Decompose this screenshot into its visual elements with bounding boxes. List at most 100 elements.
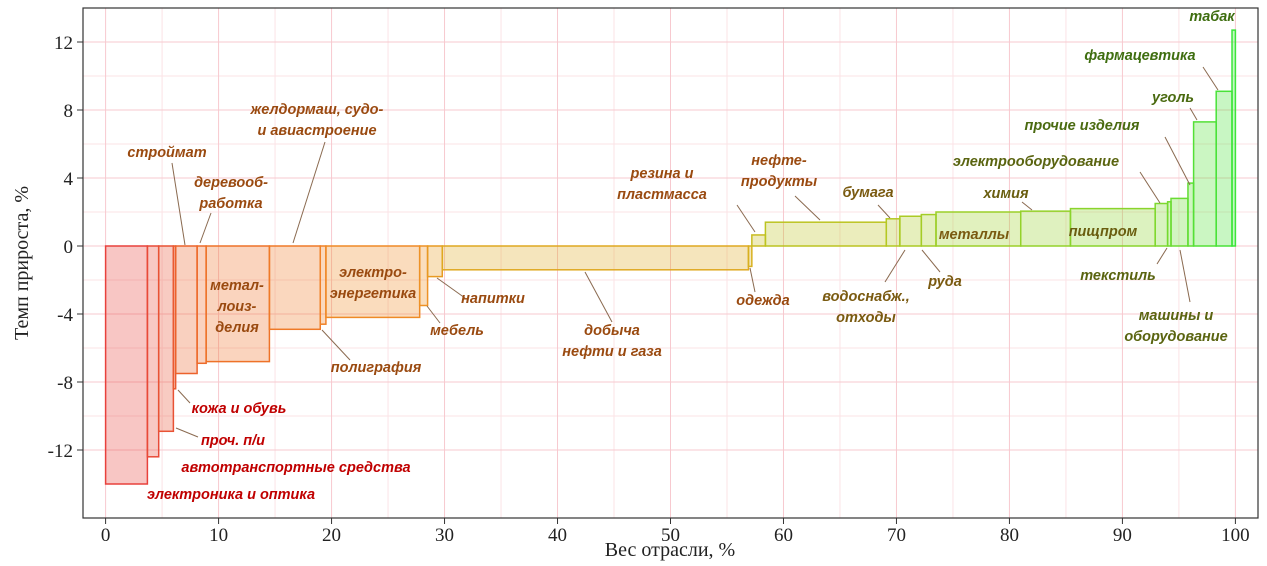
- bar: [441, 245, 750, 271]
- x-tick-label: 10: [209, 525, 228, 546]
- bar-label: нефти и газа: [562, 344, 662, 360]
- bar-label: делия: [215, 320, 259, 336]
- x-tick-label: 100: [1221, 525, 1250, 546]
- leader-line: [1189, 107, 1198, 121]
- leader-line: [1156, 247, 1168, 265]
- x-tick-label: 40: [548, 525, 567, 546]
- bar: [418, 245, 429, 307]
- y-tick-label: 12: [54, 33, 73, 54]
- bar-label: фармацевтика: [1084, 48, 1195, 64]
- leader-line: [1139, 171, 1161, 204]
- y-tick-label: -4: [57, 305, 73, 326]
- bar-label: энергетика: [330, 286, 416, 302]
- bar: [747, 245, 753, 268]
- bar: [1215, 90, 1233, 247]
- bar: [1231, 29, 1237, 247]
- bar-label: одежда: [736, 293, 789, 309]
- bar-label: электро-: [339, 265, 407, 281]
- bar-label: автотранспортные средства: [181, 460, 410, 476]
- bar-label: отходы: [836, 310, 896, 326]
- bar-label: химия: [982, 186, 1029, 202]
- leader-line: [1021, 201, 1033, 211]
- leader-line: [736, 204, 756, 233]
- x-tick-label: 0: [101, 525, 111, 546]
- x-tick-label: 60: [774, 525, 793, 546]
- bar-label: руда: [927, 274, 962, 290]
- bar: [268, 245, 322, 331]
- leader-line: [199, 212, 212, 244]
- bar-label: пищпром: [1069, 224, 1138, 240]
- x-tick-label: 50: [661, 525, 680, 546]
- y-tick-label: 4: [64, 169, 74, 190]
- bar-label: водоснабж.,: [822, 289, 909, 305]
- leader-line: [794, 195, 821, 221]
- bar-label: металлы: [939, 227, 1010, 243]
- bar: [319, 245, 327, 325]
- bar-label: нефте-: [751, 153, 807, 169]
- bar: [920, 213, 937, 247]
- bar: [1192, 121, 1217, 247]
- leader-line: [1202, 66, 1219, 91]
- bar-label: электроника и оптика: [147, 487, 315, 503]
- y-tick-label: -12: [48, 441, 73, 462]
- bar: [426, 245, 444, 278]
- bar-label: метал-: [210, 278, 264, 294]
- bar: [751, 234, 767, 247]
- plot-frame: [82, 7, 1259, 519]
- y-tick-label: 0: [64, 237, 74, 258]
- bar-label: пластмасса: [617, 187, 707, 203]
- bar-label: деревооб-: [194, 175, 268, 191]
- bar: [146, 245, 160, 458]
- y-axis-title: Темп прироста, %: [11, 186, 33, 340]
- leader-line: [426, 305, 441, 324]
- bar-label: уголь: [1151, 90, 1194, 106]
- bar: [764, 221, 888, 247]
- bar-label: кожа и обувь: [192, 401, 287, 417]
- y-tick-label: -8: [57, 373, 73, 394]
- bar-label: мебель: [430, 323, 484, 339]
- bar-label: строймат: [127, 145, 206, 161]
- leader-line: [884, 249, 906, 283]
- bar: [174, 245, 198, 375]
- bar: [325, 245, 421, 319]
- bar: [1187, 182, 1195, 247]
- leader-line: [436, 277, 466, 299]
- bar-label: электрооборудование: [953, 154, 1119, 170]
- leader-line: [584, 271, 613, 323]
- bar-label: табак: [1189, 9, 1235, 25]
- bar: [1154, 202, 1169, 247]
- bar: [899, 215, 923, 247]
- bar: [1069, 207, 1156, 247]
- bar-label: машины и: [1139, 308, 1214, 324]
- bar-label: прочие изделия: [1025, 118, 1140, 134]
- leader-line: [171, 162, 186, 246]
- leader-line: [175, 427, 199, 438]
- leader-line: [292, 141, 326, 244]
- bar: [1170, 197, 1189, 247]
- bar-label: добыча: [584, 323, 640, 339]
- bar-label: напитки: [461, 291, 525, 307]
- y-tick-label: 8: [64, 101, 74, 122]
- leader-line: [177, 389, 191, 404]
- bar-label: работка: [198, 196, 262, 212]
- leader-line: [321, 329, 351, 361]
- bar: [104, 245, 149, 485]
- x-tick-label: 90: [1113, 525, 1132, 546]
- leader-line: [1179, 249, 1191, 303]
- x-tick-label: 30: [435, 525, 454, 546]
- bar-label: текстиль: [1080, 268, 1156, 284]
- leader-line: [921, 249, 941, 273]
- bar-label: полиграфия: [331, 360, 422, 376]
- bar-label: оборудование: [1124, 329, 1227, 345]
- bar: [205, 245, 271, 363]
- x-tick-label: 80: [1000, 525, 1019, 546]
- bar-label: резина и: [630, 166, 694, 182]
- bar-label: проч. п/и: [201, 433, 265, 449]
- bar-label: бумага: [842, 185, 893, 201]
- bar: [157, 245, 175, 433]
- x-tick-label: 20: [322, 525, 341, 546]
- leader-line: [877, 204, 891, 219]
- bar: [196, 245, 207, 365]
- leader-line: [749, 267, 756, 293]
